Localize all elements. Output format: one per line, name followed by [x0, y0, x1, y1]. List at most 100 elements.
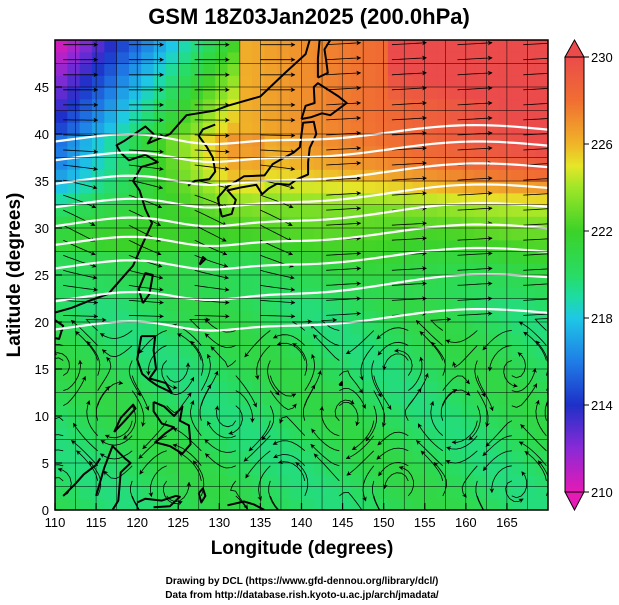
- streamline: [391, 40, 427, 46]
- heatmap-cell: [128, 87, 142, 100]
- heatmap-cell: [424, 40, 438, 53]
- heatmap-cell: [400, 357, 414, 370]
- heatmap-cell: [202, 75, 216, 88]
- streamline: [475, 480, 484, 510]
- heatmap-cell: [227, 474, 241, 488]
- heatmap-cell: [400, 157, 414, 170]
- heatmap-cell: [461, 275, 475, 288]
- heatmap-cell: [474, 110, 487, 123]
- heatmap-cell: [535, 298, 548, 311]
- heatmap-cell: [363, 169, 377, 182]
- heatmap-cell: [289, 463, 303, 476]
- heatmap-cell: [252, 157, 266, 170]
- heatmap-cell: [153, 122, 167, 135]
- heatmap-cell: [128, 134, 142, 147]
- streamline: [326, 190, 362, 196]
- heatmap-cell: [437, 439, 450, 452]
- heatmap-cell: [363, 87, 377, 100]
- heatmap-cell: [153, 63, 167, 76]
- heatmap-cell: [153, 75, 167, 88]
- heatmap-cell: [523, 98, 537, 112]
- heatmap-cell: [387, 75, 401, 88]
- heatmap-cell: [55, 380, 68, 394]
- heatmap-cell: [449, 416, 463, 429]
- heatmap-cell: [498, 169, 512, 182]
- heatmap-cell: [264, 40, 278, 53]
- heatmap-cell: [190, 192, 204, 206]
- heatmap-cell: [178, 357, 192, 370]
- heatmap-cell: [116, 275, 130, 288]
- heatmap-cell: [387, 474, 401, 488]
- heatmap-cell: [437, 40, 450, 53]
- heatmap-cell: [67, 416, 81, 429]
- streamline: [373, 390, 387, 428]
- heatmap-cell: [424, 169, 438, 182]
- heatmap-cell: [449, 87, 463, 100]
- heatmap-cell: [202, 87, 216, 100]
- heatmap-cell: [91, 263, 105, 276]
- heatmap-cell: [153, 110, 167, 123]
- heatmap-cell: [178, 439, 192, 452]
- heatmap-cell: [523, 110, 537, 123]
- heatmap-cell: [523, 263, 537, 276]
- heatmap-cell: [363, 498, 377, 510]
- heatmap-cell: [535, 192, 548, 206]
- streamline: [326, 175, 362, 181]
- heatmap-cell: [202, 404, 216, 417]
- heatmap-cell: [104, 87, 118, 100]
- streamline: [391, 175, 427, 181]
- heatmap-cell: [461, 369, 475, 382]
- streamline: [310, 324, 340, 346]
- heatmap-cell: [264, 474, 278, 488]
- heatmap-cell: [67, 380, 81, 394]
- heatmap-cell: [153, 451, 167, 464]
- heatmap-cell: [104, 322, 118, 335]
- coastline: [136, 494, 181, 509]
- heatmap-cell: [400, 87, 414, 100]
- streamline: [63, 164, 98, 172]
- streamline: [362, 465, 375, 502]
- heatmap-cell: [239, 63, 253, 76]
- heatmap-cell: [375, 216, 389, 229]
- heatmap-cell: [461, 87, 475, 100]
- streamline: [419, 331, 444, 361]
- heatmap-cell: [79, 275, 93, 288]
- heatmap-cell: [289, 486, 303, 499]
- heatmap-cell: [498, 192, 512, 206]
- heatmap-cell: [511, 51, 524, 65]
- heatmap-cell: [289, 204, 303, 217]
- heatmap-cell: [55, 439, 68, 452]
- streamline: [326, 100, 362, 106]
- heatmap-cell: [264, 87, 278, 100]
- heatmap-cell: [498, 134, 512, 147]
- heatmap-cell: [128, 157, 142, 170]
- heatmap-cell: [387, 216, 401, 229]
- streamline: [128, 194, 163, 209]
- heatmap-cell: [412, 498, 426, 510]
- heatmap-cell: [128, 239, 142, 253]
- heatmap-cell: [375, 51, 389, 65]
- heatmap-cell: [55, 392, 68, 405]
- heatmap-cell: [301, 122, 315, 135]
- heatmap-cell: [498, 87, 512, 100]
- heatmap-cell: [375, 204, 389, 217]
- streamline: [166, 376, 195, 396]
- heatmap-cell: [178, 498, 192, 510]
- heatmap-cell: [252, 204, 266, 217]
- heatmap-cell: [202, 251, 216, 264]
- heatmap-cell: [301, 216, 315, 229]
- heatmap-cell: [55, 110, 68, 123]
- heatmap-cell: [326, 392, 340, 405]
- heatmap-cell: [424, 51, 438, 65]
- heatmap-cell: [523, 357, 537, 370]
- heatmap-cell: [498, 357, 512, 370]
- heatmap-cell: [375, 110, 389, 123]
- heatmap-cell: [437, 369, 450, 382]
- heatmap-cell: [215, 63, 229, 76]
- heatmap-cell: [363, 322, 377, 335]
- heatmap-cell: [104, 63, 118, 76]
- heatmap-cell: [474, 404, 487, 417]
- heatmap-cell: [289, 357, 303, 370]
- heatmap-cell: [67, 310, 81, 323]
